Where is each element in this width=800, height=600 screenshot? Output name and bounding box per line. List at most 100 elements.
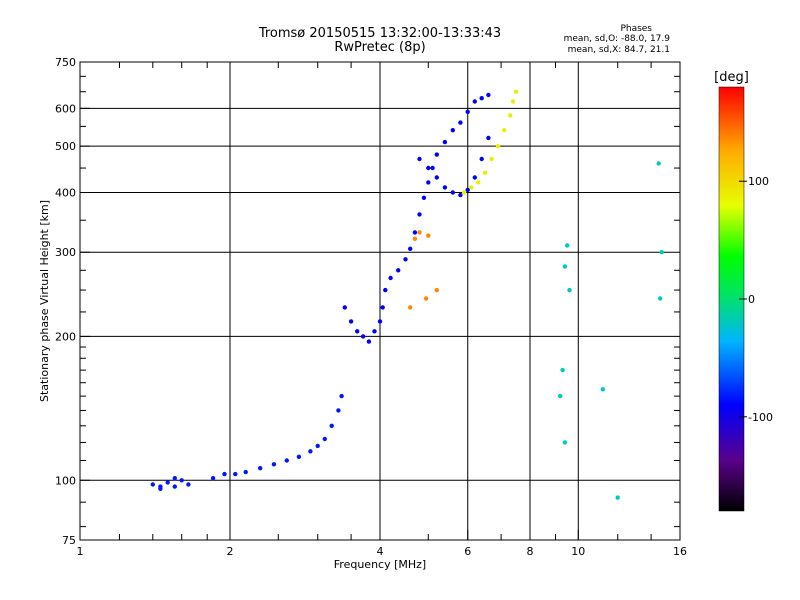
data-point <box>412 230 418 235</box>
data-point <box>486 92 491 98</box>
data-point <box>417 156 422 162</box>
data-point <box>450 128 455 133</box>
phases-x-stats: mean, sd,X: 84.7, 21.1 <box>567 45 670 55</box>
data-point <box>465 109 470 115</box>
data-point <box>458 120 463 125</box>
data-point <box>513 89 519 94</box>
data-point <box>308 449 313 454</box>
data-point <box>562 440 568 445</box>
data-point <box>383 287 388 293</box>
data-point <box>258 466 263 471</box>
data-point <box>426 233 431 238</box>
data-point <box>222 471 227 477</box>
data-point <box>150 482 155 487</box>
y-tick-label: 400 <box>55 186 76 199</box>
data-point <box>423 296 429 301</box>
data-point <box>600 387 605 392</box>
x-tick-label: 10 <box>571 545 585 558</box>
data-point <box>476 180 481 185</box>
data-point <box>412 236 418 241</box>
data-point <box>339 393 344 399</box>
data-point <box>658 296 663 301</box>
data-point <box>380 305 385 310</box>
data-point <box>336 408 341 413</box>
colorbar-tick-label: 0 <box>748 293 755 306</box>
data-point <box>442 185 448 190</box>
x-tick-label: 6 <box>464 545 471 558</box>
data-point <box>172 476 177 481</box>
data-point <box>372 329 377 334</box>
data-point <box>565 243 570 248</box>
data-point <box>659 250 664 255</box>
data-point <box>158 486 163 491</box>
data-point <box>233 471 238 477</box>
y-tick-label: 600 <box>55 102 76 115</box>
colorbar-tick-label: 100 <box>748 175 769 188</box>
data-point <box>486 135 491 141</box>
y-tick-label: 750 <box>55 56 76 69</box>
data-point <box>508 113 513 118</box>
data-point <box>656 161 661 166</box>
x-tick-label: 4 <box>377 545 384 558</box>
data-point <box>479 96 484 101</box>
data-point <box>502 128 507 133</box>
data-point <box>434 175 439 180</box>
phases-label: Phases <box>620 24 652 34</box>
data-point <box>479 156 484 162</box>
data-point <box>186 482 191 487</box>
data-point <box>417 212 422 217</box>
chart-title: Tromsø 20150515 13:32:00-13:33:43 <box>258 26 502 41</box>
data-point <box>296 454 302 459</box>
data-point <box>417 230 422 235</box>
data-point <box>243 469 248 475</box>
x-tick-label: 1 <box>77 545 84 558</box>
data-point <box>489 156 494 162</box>
data-point <box>469 185 474 190</box>
data-point <box>495 144 501 149</box>
data-point <box>172 484 177 489</box>
x-tick-label: 16 <box>673 545 687 558</box>
phases-o-stats: mean, sd,O: -88.0, 17.9 <box>563 34 670 44</box>
data-point <box>284 458 289 463</box>
data-point <box>366 339 372 344</box>
data-point <box>408 305 413 310</box>
data-point <box>342 305 347 310</box>
data-point <box>329 423 334 428</box>
chart-subtitle: RwPretec (8p) <box>334 40 426 55</box>
y-axis-label: Stationary phase Virtual Height [km] <box>38 200 51 402</box>
data-point <box>271 462 277 467</box>
y-tick-label: 200 <box>55 330 76 343</box>
data-point <box>482 170 488 175</box>
data-point <box>450 190 455 195</box>
y-tick-label: 75 <box>62 534 76 547</box>
data-point <box>442 139 448 145</box>
data-point <box>179 478 184 483</box>
data-point <box>426 180 431 185</box>
data-point <box>165 480 170 485</box>
data-point <box>434 287 439 293</box>
y-tick-label: 300 <box>55 246 76 259</box>
data-point <box>322 436 327 442</box>
data-point <box>567 287 572 293</box>
data-point <box>562 264 568 269</box>
data-point <box>472 99 477 104</box>
data-point <box>430 165 435 171</box>
x-tick-label: 8 <box>527 545 534 558</box>
data-point <box>560 367 565 373</box>
y-tick-label: 100 <box>55 474 76 487</box>
data-point <box>458 192 463 198</box>
y-tick-label: 500 <box>55 140 76 153</box>
data-point <box>403 257 408 262</box>
data-point <box>461 190 467 195</box>
data-point <box>510 99 516 104</box>
data-point <box>210 476 216 481</box>
data-point <box>396 268 401 273</box>
x-tick-label: 2 <box>227 545 234 558</box>
data-point <box>426 165 431 171</box>
data-point <box>315 443 320 449</box>
data-point <box>465 187 470 193</box>
data-point <box>615 495 620 500</box>
data-point <box>348 319 354 324</box>
data-point <box>377 319 383 324</box>
